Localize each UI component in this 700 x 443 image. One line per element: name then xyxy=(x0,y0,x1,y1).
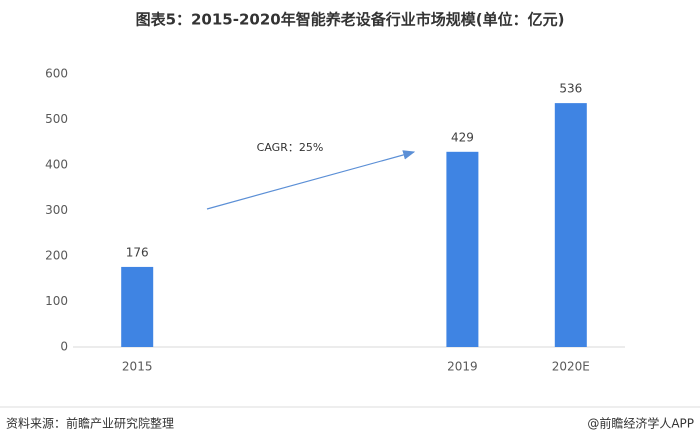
y-tick-label: 0 xyxy=(60,340,68,354)
bar xyxy=(446,151,479,347)
data-label: 429 xyxy=(451,130,474,144)
data-label: 536 xyxy=(559,82,582,96)
x-tick-label: 2015 xyxy=(122,360,153,374)
x-tick-label: 2019 xyxy=(447,360,478,374)
bar xyxy=(121,266,154,347)
y-tick-label: 300 xyxy=(45,203,68,217)
source: 资料来源：前瞻产业研究院整理 xyxy=(6,416,174,431)
y-tick-label: 600 xyxy=(45,67,68,81)
x-tick-label: 2020E xyxy=(552,360,590,374)
y-tick-label: 400 xyxy=(45,158,68,172)
annotation: CAGR：25% xyxy=(257,141,324,154)
cagr-arrow xyxy=(206,150,416,210)
credit: @前瞻经济学人APP xyxy=(587,416,694,431)
y-tick-label: 200 xyxy=(45,249,68,263)
bar xyxy=(554,103,587,348)
data-label: 176 xyxy=(126,245,149,259)
chart-title: 图表5：2015-2020年智能养老设备行业市场规模(单位：亿元) xyxy=(136,11,565,29)
y-tick-label: 500 xyxy=(45,112,68,126)
y-tick-label: 100 xyxy=(45,294,68,308)
